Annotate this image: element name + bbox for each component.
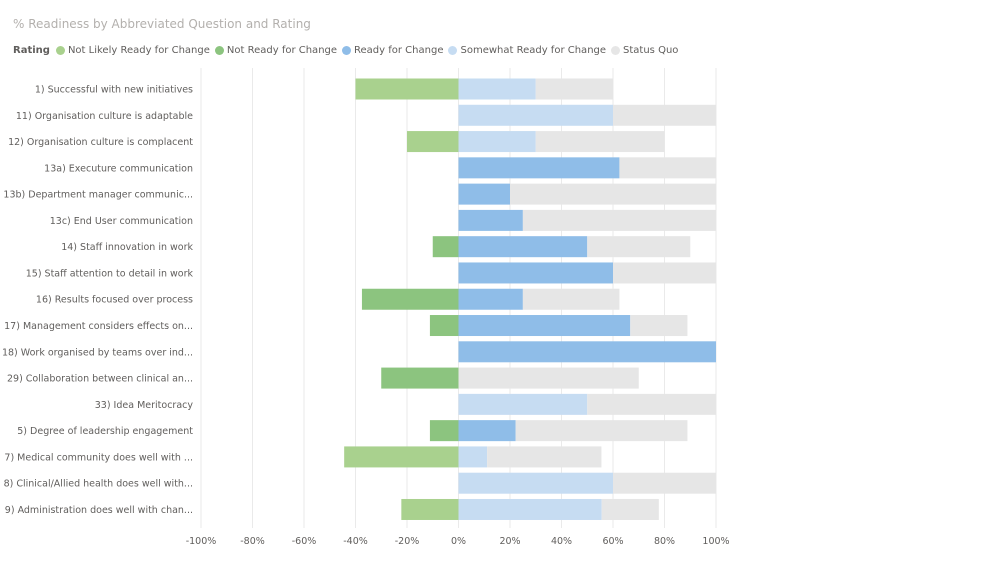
chart-title: % Readiness by Abbreviated Question and … xyxy=(13,17,311,31)
bar[interactable] xyxy=(458,472,614,494)
bar[interactable] xyxy=(522,288,620,310)
legend-label: Ready for Change xyxy=(354,44,444,56)
bar[interactable] xyxy=(510,183,716,205)
bar[interactable] xyxy=(361,288,459,310)
category-label: 12) Organisation culture is complacent xyxy=(8,137,193,148)
legend-label: Not Likely Ready for Change xyxy=(67,44,210,56)
bar[interactable] xyxy=(601,498,659,520)
bar[interactable] xyxy=(613,262,716,284)
legend-item[interactable]: Ready for Change xyxy=(342,45,443,56)
bar[interactable] xyxy=(458,157,620,179)
category-label: 13b) Department manager communic... xyxy=(3,190,193,201)
legend-marker xyxy=(214,45,224,55)
legend-item[interactable]: Not Ready for Change xyxy=(214,44,338,56)
category-labels: 1) Successful with new initiatives 11) Or… xyxy=(2,85,194,516)
legend-label: Somewhat Ready for Change xyxy=(460,44,607,56)
x-tick-label: 0% xyxy=(451,536,466,547)
bar[interactable] xyxy=(458,315,631,337)
category-label: 14) Staff innovation in work xyxy=(61,242,193,253)
category-label: 5) Degree of leadership engagement xyxy=(17,426,193,437)
bar[interactable] xyxy=(458,446,488,468)
bar[interactable] xyxy=(613,104,716,126)
bar[interactable] xyxy=(535,78,613,100)
legend-item[interactable]: Somewhat Ready for Change xyxy=(448,45,606,56)
x-tick-label: 80% xyxy=(654,536,675,547)
x-axis-tick-labels: -100% -80% -60% -40% -20% 0% 20% 40% 60% 80% 100% xyxy=(186,536,730,547)
category-label: 15) Staff attention to detail in work xyxy=(26,268,194,279)
bar[interactable] xyxy=(458,78,536,100)
legend-marker xyxy=(55,45,65,55)
category-label: 7) Medical community does well with ... xyxy=(4,452,193,463)
bar[interactable] xyxy=(381,367,459,389)
category-label: 13c) End User communication xyxy=(50,216,193,227)
legend-marker xyxy=(342,45,352,55)
bar[interactable] xyxy=(458,420,516,442)
x-tick-label: 100% xyxy=(702,536,729,547)
bar[interactable] xyxy=(535,131,665,153)
category-label: 29) Collaboration between clinical an... xyxy=(7,374,193,385)
bar[interactable] xyxy=(630,315,688,337)
bar[interactable] xyxy=(487,446,602,468)
bar[interactable] xyxy=(613,472,716,494)
bar[interactable] xyxy=(355,78,459,100)
bar[interactable] xyxy=(429,420,459,442)
bar[interactable] xyxy=(458,131,536,153)
bar[interactable] xyxy=(429,315,459,337)
bar[interactable] xyxy=(458,341,717,363)
bar[interactable] xyxy=(587,393,716,415)
bar[interactable] xyxy=(458,236,588,258)
category-label: 16) Results focused over process xyxy=(36,295,193,306)
legend-title: Rating xyxy=(13,44,50,56)
bar[interactable] xyxy=(458,393,588,415)
bar[interactable] xyxy=(522,209,716,231)
legend-item[interactable]: Not Likely Ready for Change xyxy=(55,44,210,56)
bars xyxy=(344,78,717,520)
category-label: 17) Management considers effects on... xyxy=(4,321,193,332)
bar[interactable] xyxy=(401,498,459,520)
x-tick-label: -60% xyxy=(292,536,317,547)
bar[interactable] xyxy=(458,104,614,126)
category-label: 18) Work organised by teams over ind... xyxy=(2,347,193,358)
bar[interactable] xyxy=(458,288,523,310)
bar[interactable] xyxy=(458,209,523,231)
bar[interactable] xyxy=(344,446,459,468)
bar[interactable] xyxy=(432,236,459,258)
legend-label: Not Ready for Change xyxy=(226,44,338,56)
bar[interactable] xyxy=(458,498,602,520)
legend-marker xyxy=(611,45,621,55)
chart-legend: Rating Not Likely Ready for Change Not Re… xyxy=(13,43,683,57)
legend-label: Status Quo xyxy=(623,44,679,56)
x-tick-label: -20% xyxy=(395,536,420,547)
bar[interactable] xyxy=(619,157,716,179)
bar[interactable] xyxy=(407,131,459,153)
category-label: 13a) Executure communication xyxy=(44,163,193,174)
bar[interactable] xyxy=(587,236,691,258)
legend-item[interactable]: Status Quo xyxy=(611,45,678,56)
x-tick-label: 60% xyxy=(602,536,623,547)
x-tick-label: -80% xyxy=(240,536,265,547)
x-tick-label: -100% xyxy=(186,536,217,547)
bar[interactable] xyxy=(458,183,511,205)
x-tick-label: 20% xyxy=(499,536,520,547)
x-tick-label: 40% xyxy=(551,536,572,547)
category-label: 9) Administration does well with chan... xyxy=(5,505,193,516)
bar[interactable] xyxy=(458,367,639,389)
bar[interactable] xyxy=(458,262,614,284)
legend-marker xyxy=(448,45,458,55)
x-tick-label: -40% xyxy=(343,536,368,547)
category-label: 11) Organisation culture is adaptable xyxy=(16,111,193,122)
category-label: 33) Idea Meritocracy xyxy=(95,400,194,411)
category-label: 8) Clinical/Allied health does well with… xyxy=(4,479,193,490)
bar[interactable] xyxy=(515,420,688,442)
category-label: 1) Successful with new initiatives xyxy=(35,85,193,96)
